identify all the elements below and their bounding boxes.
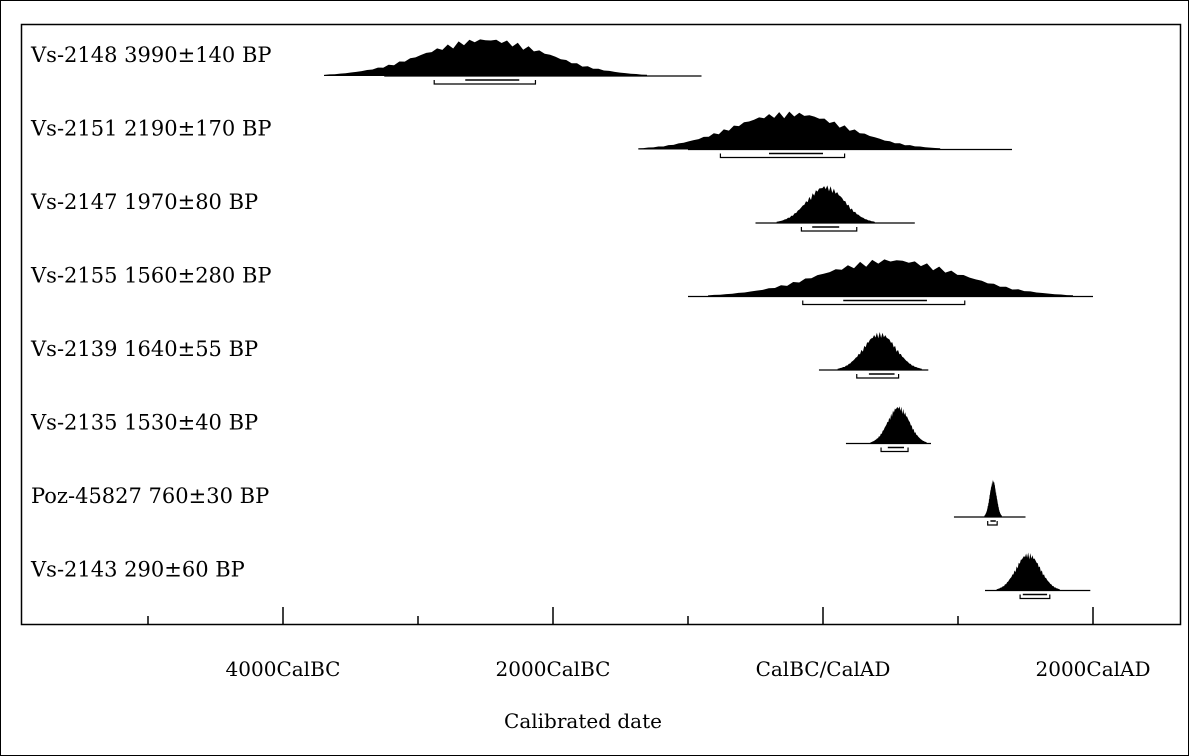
probability-distribution <box>708 259 1073 297</box>
sigma-2-bracket <box>987 521 998 526</box>
sample-label: Poz-45827 760±30 BP <box>31 484 269 508</box>
probability-distribution <box>984 479 1002 517</box>
sample-label: Vs-2147 1970±80 BP <box>30 190 258 214</box>
sigma-2-bracket <box>719 153 846 159</box>
sigma-2-bracket <box>1019 594 1051 600</box>
sigma-2-bracket <box>802 300 966 306</box>
sample-row: Vs-2155 1560±280 BP <box>30 259 1093 306</box>
sample-label: Vs-2151 2190±170 BP <box>30 117 272 141</box>
sample-row: Vs-2148 3990±140 BP <box>30 39 702 85</box>
sample-row: Vs-2139 1640±55 BP <box>30 332 929 379</box>
sample-row: Vs-2151 2190±170 BP <box>30 111 1012 159</box>
sample-label: Vs-2135 1530±40 BP <box>30 411 258 435</box>
plot-frame <box>20 23 1182 626</box>
sigma-2-bracket <box>433 80 537 85</box>
probability-distribution <box>776 185 875 223</box>
sample-row: Poz-45827 760±30 BP <box>31 479 1026 526</box>
sample-label: Vs-2139 1640±55 BP <box>30 337 258 361</box>
x-tick-label: 4000CalBC <box>226 657 341 681</box>
probability-distribution <box>870 406 927 444</box>
x-axis: 4000CalBC 2000CalBC CalBC/CalAD 2000CalAD <box>147 607 1151 681</box>
sample-label: Vs-2143 290±60 BP <box>30 558 245 582</box>
sigma-2-bracket <box>856 374 900 379</box>
sigma-2-bracket <box>880 447 909 453</box>
sample-label: Vs-2155 1560±280 BP <box>30 264 272 288</box>
sample-row: Vs-2147 1970±80 BP <box>30 185 915 232</box>
sample-row: Vs-2143 290±60 BP <box>30 552 1091 600</box>
probability-distribution <box>324 39 647 76</box>
probability-distribution <box>837 332 922 370</box>
sample-label: Vs-2148 3990±140 BP <box>30 43 272 67</box>
x-tick-label: 2000CalAD <box>1036 657 1151 681</box>
sigma-2-bracket <box>800 227 858 232</box>
probability-distribution <box>996 552 1060 591</box>
sample-row: Vs-2135 1530±40 BP <box>30 406 931 453</box>
samples-group: Vs-2148 3990±140 BP Vs-2151 2190±170 BP Vs… <box>30 39 1093 600</box>
x-axis-title: Calibrated date <box>504 709 662 733</box>
x-tick-label: 2000CalBC <box>496 657 611 681</box>
x-tick-label: CalBC/CalAD <box>756 657 891 681</box>
probability-distribution <box>638 111 941 150</box>
